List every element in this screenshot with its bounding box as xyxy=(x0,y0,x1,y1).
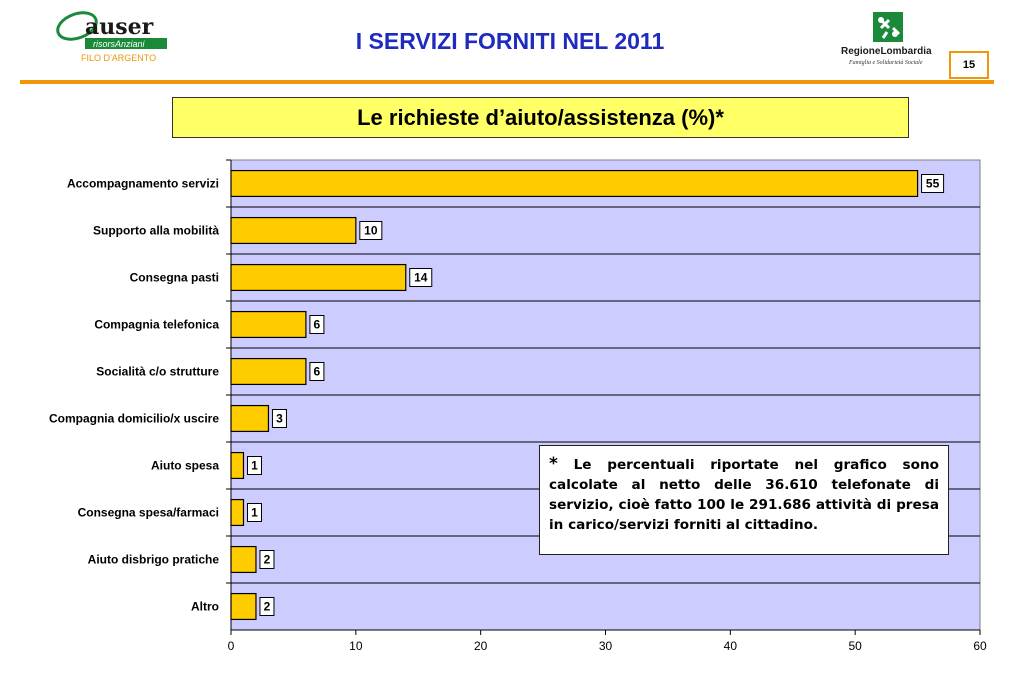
regione-lombardia-logo: RegioneLombardia Famiglia e Solidarietà … xyxy=(841,12,932,66)
bar xyxy=(230,216,357,245)
category-label: Consegna pasti xyxy=(130,271,219,285)
data-label: 2 xyxy=(264,553,271,567)
data-label: 6 xyxy=(314,365,321,379)
category-label: Compagnia telefonica xyxy=(94,318,219,332)
data-label: 14 xyxy=(414,271,428,285)
bar xyxy=(230,310,307,339)
chart-title: Le richieste d’aiuto/assistenza (%)* xyxy=(172,97,909,138)
data-label: 2 xyxy=(264,600,271,614)
category-label: Altro xyxy=(191,600,219,614)
header-divider xyxy=(20,80,994,84)
category-label: Aiuto disbrigo pratiche xyxy=(88,553,220,567)
data-label: 3 xyxy=(276,412,283,426)
data-label-box xyxy=(409,268,433,287)
footnote-text: Le percentuali riportate nel grafico son… xyxy=(549,457,939,533)
data-label: 1 xyxy=(251,459,258,473)
x-tick-label: 30 xyxy=(599,639,613,653)
category-label: Supporto alla mobilità xyxy=(93,224,219,238)
data-label-box xyxy=(359,221,383,240)
data-label: 6 xyxy=(314,318,321,332)
data-label-box xyxy=(246,503,262,522)
bar xyxy=(230,592,257,621)
data-label-box xyxy=(309,362,325,381)
data-label: 1 xyxy=(251,506,258,520)
x-tick-label: 60 xyxy=(973,639,987,653)
regione-logo-name: RegioneLombardia xyxy=(841,46,932,57)
category-label: Aiuto spesa xyxy=(151,459,219,473)
x-tick-label: 10 xyxy=(349,639,363,653)
x-tick-label: 0 xyxy=(228,639,235,653)
auser-logo-name: auser xyxy=(85,14,154,40)
category-label: Consegna spesa/farmaci xyxy=(78,506,219,520)
data-label-box xyxy=(271,409,287,428)
regione-logo-subline: Famiglia e Solidarietà Sociale xyxy=(848,60,923,66)
bar xyxy=(230,169,919,198)
data-label-box xyxy=(309,315,325,334)
bar xyxy=(230,545,257,574)
auser-logo-subline: FILO D'ARGENTO xyxy=(81,53,156,63)
slide-title: I SERVIZI FORNITI NEL 2011 xyxy=(355,28,665,54)
auser-logo: auser risorsAnziani FILO D'ARGENTO xyxy=(56,11,167,63)
x-tick-label: 40 xyxy=(724,639,738,653)
data-label: 55 xyxy=(926,177,940,191)
category-label: Compagnia domicilio/x uscire xyxy=(49,412,219,426)
footnote-star: * xyxy=(549,454,558,474)
data-label-box xyxy=(259,597,275,616)
bar xyxy=(230,404,270,433)
bar xyxy=(230,357,307,386)
footnote: * Le percentuali riportate nel grafico s… xyxy=(539,445,949,555)
data-label-box xyxy=(246,456,262,475)
bar xyxy=(230,451,245,480)
x-tick-label: 50 xyxy=(848,639,862,653)
x-tick-label: 20 xyxy=(474,639,488,653)
bar xyxy=(230,263,407,292)
auser-logo-tagline: risorsAnziani xyxy=(93,39,146,49)
category-label: Socialità c/o strutture xyxy=(96,365,219,379)
data-label-box xyxy=(921,174,945,193)
page-number: 15 xyxy=(949,51,989,79)
data-label-box xyxy=(259,550,275,569)
bar xyxy=(230,498,245,527)
data-label: 10 xyxy=(364,224,378,238)
category-label: Accompagnamento servizi xyxy=(67,177,219,191)
